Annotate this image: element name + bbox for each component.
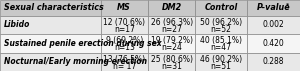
FancyBboxPatch shape [195, 16, 247, 34]
Text: P-value: P-value [256, 3, 290, 12]
Text: 19 (79.2%): 19 (79.2%) [151, 36, 193, 45]
FancyBboxPatch shape [0, 53, 100, 71]
FancyBboxPatch shape [247, 0, 300, 16]
Text: 0.420: 0.420 [262, 39, 284, 48]
Text: Control: Control [205, 3, 238, 12]
Text: 46 (90.2%): 46 (90.2%) [200, 55, 242, 63]
Text: Sustained penile erection during sex: Sustained penile erection during sex [4, 39, 161, 48]
FancyBboxPatch shape [195, 34, 247, 53]
Text: MS: MS [117, 3, 131, 12]
FancyBboxPatch shape [247, 16, 300, 34]
FancyBboxPatch shape [148, 34, 195, 53]
Text: 40 (85.1%): 40 (85.1%) [200, 36, 242, 45]
Text: n= 17: n= 17 [112, 62, 136, 71]
Text: n=24: n=24 [161, 43, 182, 52]
FancyBboxPatch shape [247, 53, 300, 71]
Text: Nocturnal/Early morning erection: Nocturnal/Early morning erection [4, 57, 147, 66]
FancyBboxPatch shape [100, 16, 148, 34]
FancyBboxPatch shape [195, 53, 247, 71]
Text: n=17: n=17 [114, 25, 135, 34]
Text: 0.288: 0.288 [263, 57, 284, 66]
Text: Libido: Libido [4, 20, 30, 29]
Text: Sexual characteristics: Sexual characteristics [4, 3, 103, 12]
FancyBboxPatch shape [100, 53, 148, 71]
FancyBboxPatch shape [0, 16, 100, 34]
Text: 9 (69.2%): 9 (69.2%) [106, 36, 143, 45]
Text: n=52: n=52 [211, 25, 232, 34]
FancyBboxPatch shape [148, 16, 195, 34]
FancyBboxPatch shape [100, 0, 148, 16]
FancyBboxPatch shape [148, 0, 195, 16]
Text: 26 (96.3%): 26 (96.3%) [151, 18, 193, 27]
FancyBboxPatch shape [0, 0, 100, 16]
FancyBboxPatch shape [100, 34, 148, 53]
FancyBboxPatch shape [148, 53, 195, 71]
Text: 50 (96.2%): 50 (96.2%) [200, 18, 242, 27]
Text: n=51: n=51 [211, 62, 232, 71]
Text: *: * [286, 2, 289, 7]
Text: 25 (80.6%): 25 (80.6%) [151, 55, 193, 63]
FancyBboxPatch shape [247, 34, 300, 53]
Text: n=27: n=27 [161, 25, 182, 34]
Text: 12 (70.6%): 12 (70.6%) [103, 18, 145, 27]
Text: DM2: DM2 [161, 3, 182, 12]
Text: 13 (76.5%): 13 (76.5%) [103, 55, 145, 63]
FancyBboxPatch shape [0, 34, 100, 53]
Text: n=47: n=47 [211, 43, 232, 52]
Text: n=31: n=31 [161, 62, 182, 71]
Text: 0.002: 0.002 [262, 20, 284, 29]
Text: n=13: n=13 [114, 43, 135, 52]
FancyBboxPatch shape [195, 0, 247, 16]
